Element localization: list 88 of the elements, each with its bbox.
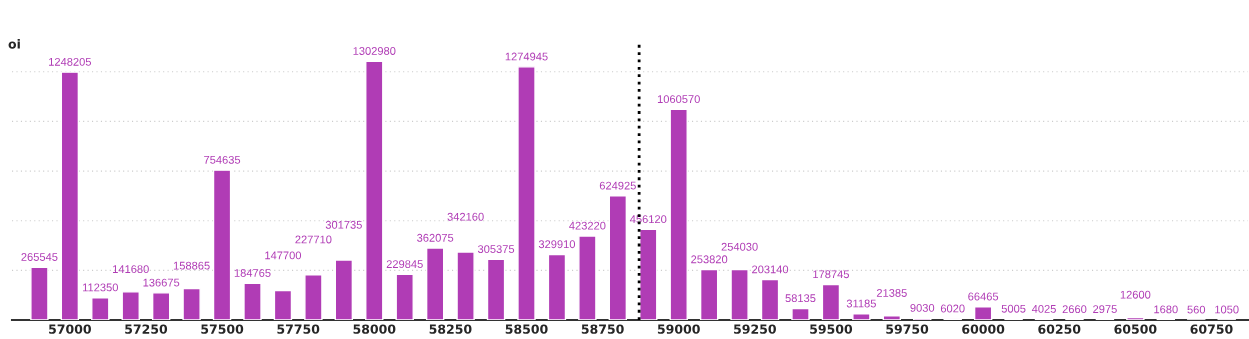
- data-label: 560: [1187, 305, 1206, 314]
- x-tick-label: 57750: [277, 324, 320, 334]
- data-label: 456120: [629, 215, 667, 224]
- bar: [395, 273, 414, 320]
- data-label: 136675: [143, 278, 180, 287]
- bar: [334, 259, 354, 320]
- x-tick-label: 58000: [353, 324, 396, 334]
- data-label: 229845: [386, 260, 423, 268]
- data-label: 21385: [876, 289, 907, 297]
- bar: [973, 306, 993, 320]
- data-label: 2975: [1093, 305, 1117, 314]
- data-label: 1248205: [49, 57, 92, 66]
- bar: [730, 268, 749, 320]
- y-axis-title: oi: [8, 38, 20, 49]
- bar: [91, 296, 110, 320]
- x-tick-label: 59000: [657, 324, 700, 334]
- bar: [304, 274, 323, 320]
- data-label: 184765: [234, 269, 271, 277]
- bar: [639, 228, 658, 320]
- data-label: 158865: [173, 261, 210, 270]
- data-label: 329910: [538, 240, 576, 249]
- bar: [243, 282, 262, 320]
- bar: [608, 195, 628, 320]
- data-label: 1274945: [505, 52, 548, 61]
- bar: [669, 108, 688, 320]
- bar: [699, 268, 719, 320]
- data-label: 6020: [940, 304, 965, 313]
- data-label: 31185: [846, 299, 876, 308]
- data-label: 265545: [21, 253, 58, 261]
- x-tick-label: 59500: [810, 324, 853, 334]
- bar: [456, 251, 475, 320]
- bar: [182, 287, 201, 320]
- data-label: 147700: [265, 251, 302, 260]
- bar: [121, 291, 140, 320]
- data-label: 66465: [968, 292, 999, 301]
- bar: [273, 289, 293, 320]
- x-tick-label: 57000: [49, 324, 91, 334]
- data-label: 112350: [83, 283, 118, 292]
- x-tick-label: 57500: [201, 324, 244, 334]
- data-label: 305375: [477, 245, 515, 253]
- data-label: 1050: [1215, 305, 1239, 314]
- data-label: 12600: [1120, 290, 1151, 299]
- x-tick-label: 59250: [734, 324, 776, 334]
- data-label: 301735: [325, 220, 362, 229]
- x-tick-label: 58250: [429, 324, 472, 334]
- bar: [517, 66, 536, 320]
- bar: [425, 247, 445, 320]
- data-label: 4025: [1031, 304, 1056, 313]
- bar: [30, 266, 49, 320]
- data-label: 362075: [417, 233, 454, 242]
- data-label: 58135: [785, 294, 816, 303]
- bar: [212, 169, 232, 320]
- data-label: 5005: [1001, 304, 1026, 313]
- bar: [1126, 316, 1145, 320]
- data-label: 141680: [113, 265, 149, 273]
- x-tick-label: 59750: [886, 324, 929, 334]
- bar: [365, 60, 384, 320]
- bar: [60, 71, 80, 320]
- bar: [821, 283, 841, 320]
- bar: [882, 315, 902, 320]
- data-label: 1060570: [657, 95, 700, 104]
- data-label: 9030: [910, 303, 935, 312]
- data-label: 2660: [1062, 305, 1087, 314]
- data-label: 1680: [1154, 305, 1178, 314]
- data-label: 423220: [569, 221, 606, 230]
- x-tick-label: 58500: [505, 324, 548, 334]
- bar: [547, 253, 567, 320]
- bar: [486, 258, 506, 320]
- x-tick-label: 60250: [1038, 324, 1081, 334]
- x-tick-label: 60500: [1114, 324, 1157, 334]
- x-tick-label: 60000: [962, 324, 1005, 334]
- x-tick-label: 57250: [125, 324, 168, 334]
- data-label: 624925: [599, 181, 636, 190]
- bar: [760, 278, 780, 320]
- data-label: 203140: [752, 265, 789, 274]
- data-label: 178745: [813, 270, 849, 279]
- bar: [578, 235, 597, 320]
- x-tick-label: 60750: [1190, 324, 1233, 334]
- data-label: 342160: [447, 212, 484, 221]
- x-tick-label: 58750: [581, 324, 624, 334]
- data-label: 1302980: [353, 47, 396, 55]
- data-label: 227710: [295, 235, 332, 244]
- bar: [791, 307, 810, 320]
- bar: [151, 292, 171, 320]
- data-label: 253820: [691, 255, 728, 264]
- bar: [852, 313, 871, 320]
- data-label: 754635: [204, 155, 241, 164]
- data-label: 254030: [721, 242, 758, 251]
